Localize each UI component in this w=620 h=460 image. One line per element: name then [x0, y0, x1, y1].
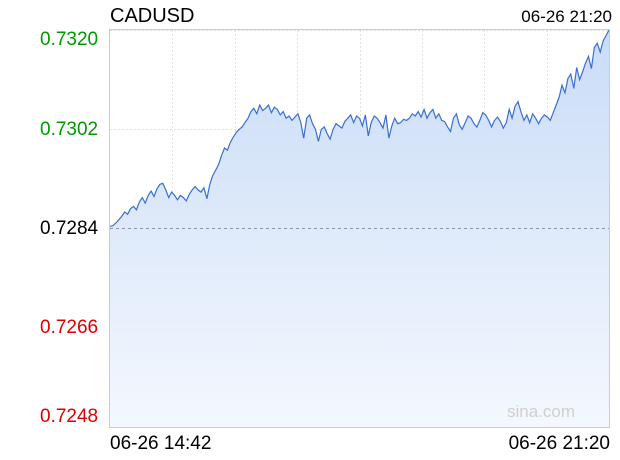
chart-title: CADUSD — [110, 5, 195, 27]
header-timestamp: 06-26 21:20 — [521, 7, 612, 26]
y-tick-label: 0.7302 — [40, 119, 99, 140]
x-tick-label: 06-26 14:42 — [110, 433, 212, 454]
y-tick-label: 0.7320 — [40, 29, 99, 50]
y-tick-label: 0.7284 — [40, 218, 99, 239]
price-line — [109, 29, 610, 227]
plot-frame — [109, 29, 610, 428]
price-area — [110, 30, 609, 427]
x-tick-label: 06-26 21:20 — [508, 433, 610, 454]
y-tick-label: 0.7266 — [40, 317, 99, 338]
watermark: sina.com — [507, 402, 576, 421]
y-tick-label: 0.7248 — [40, 406, 99, 427]
